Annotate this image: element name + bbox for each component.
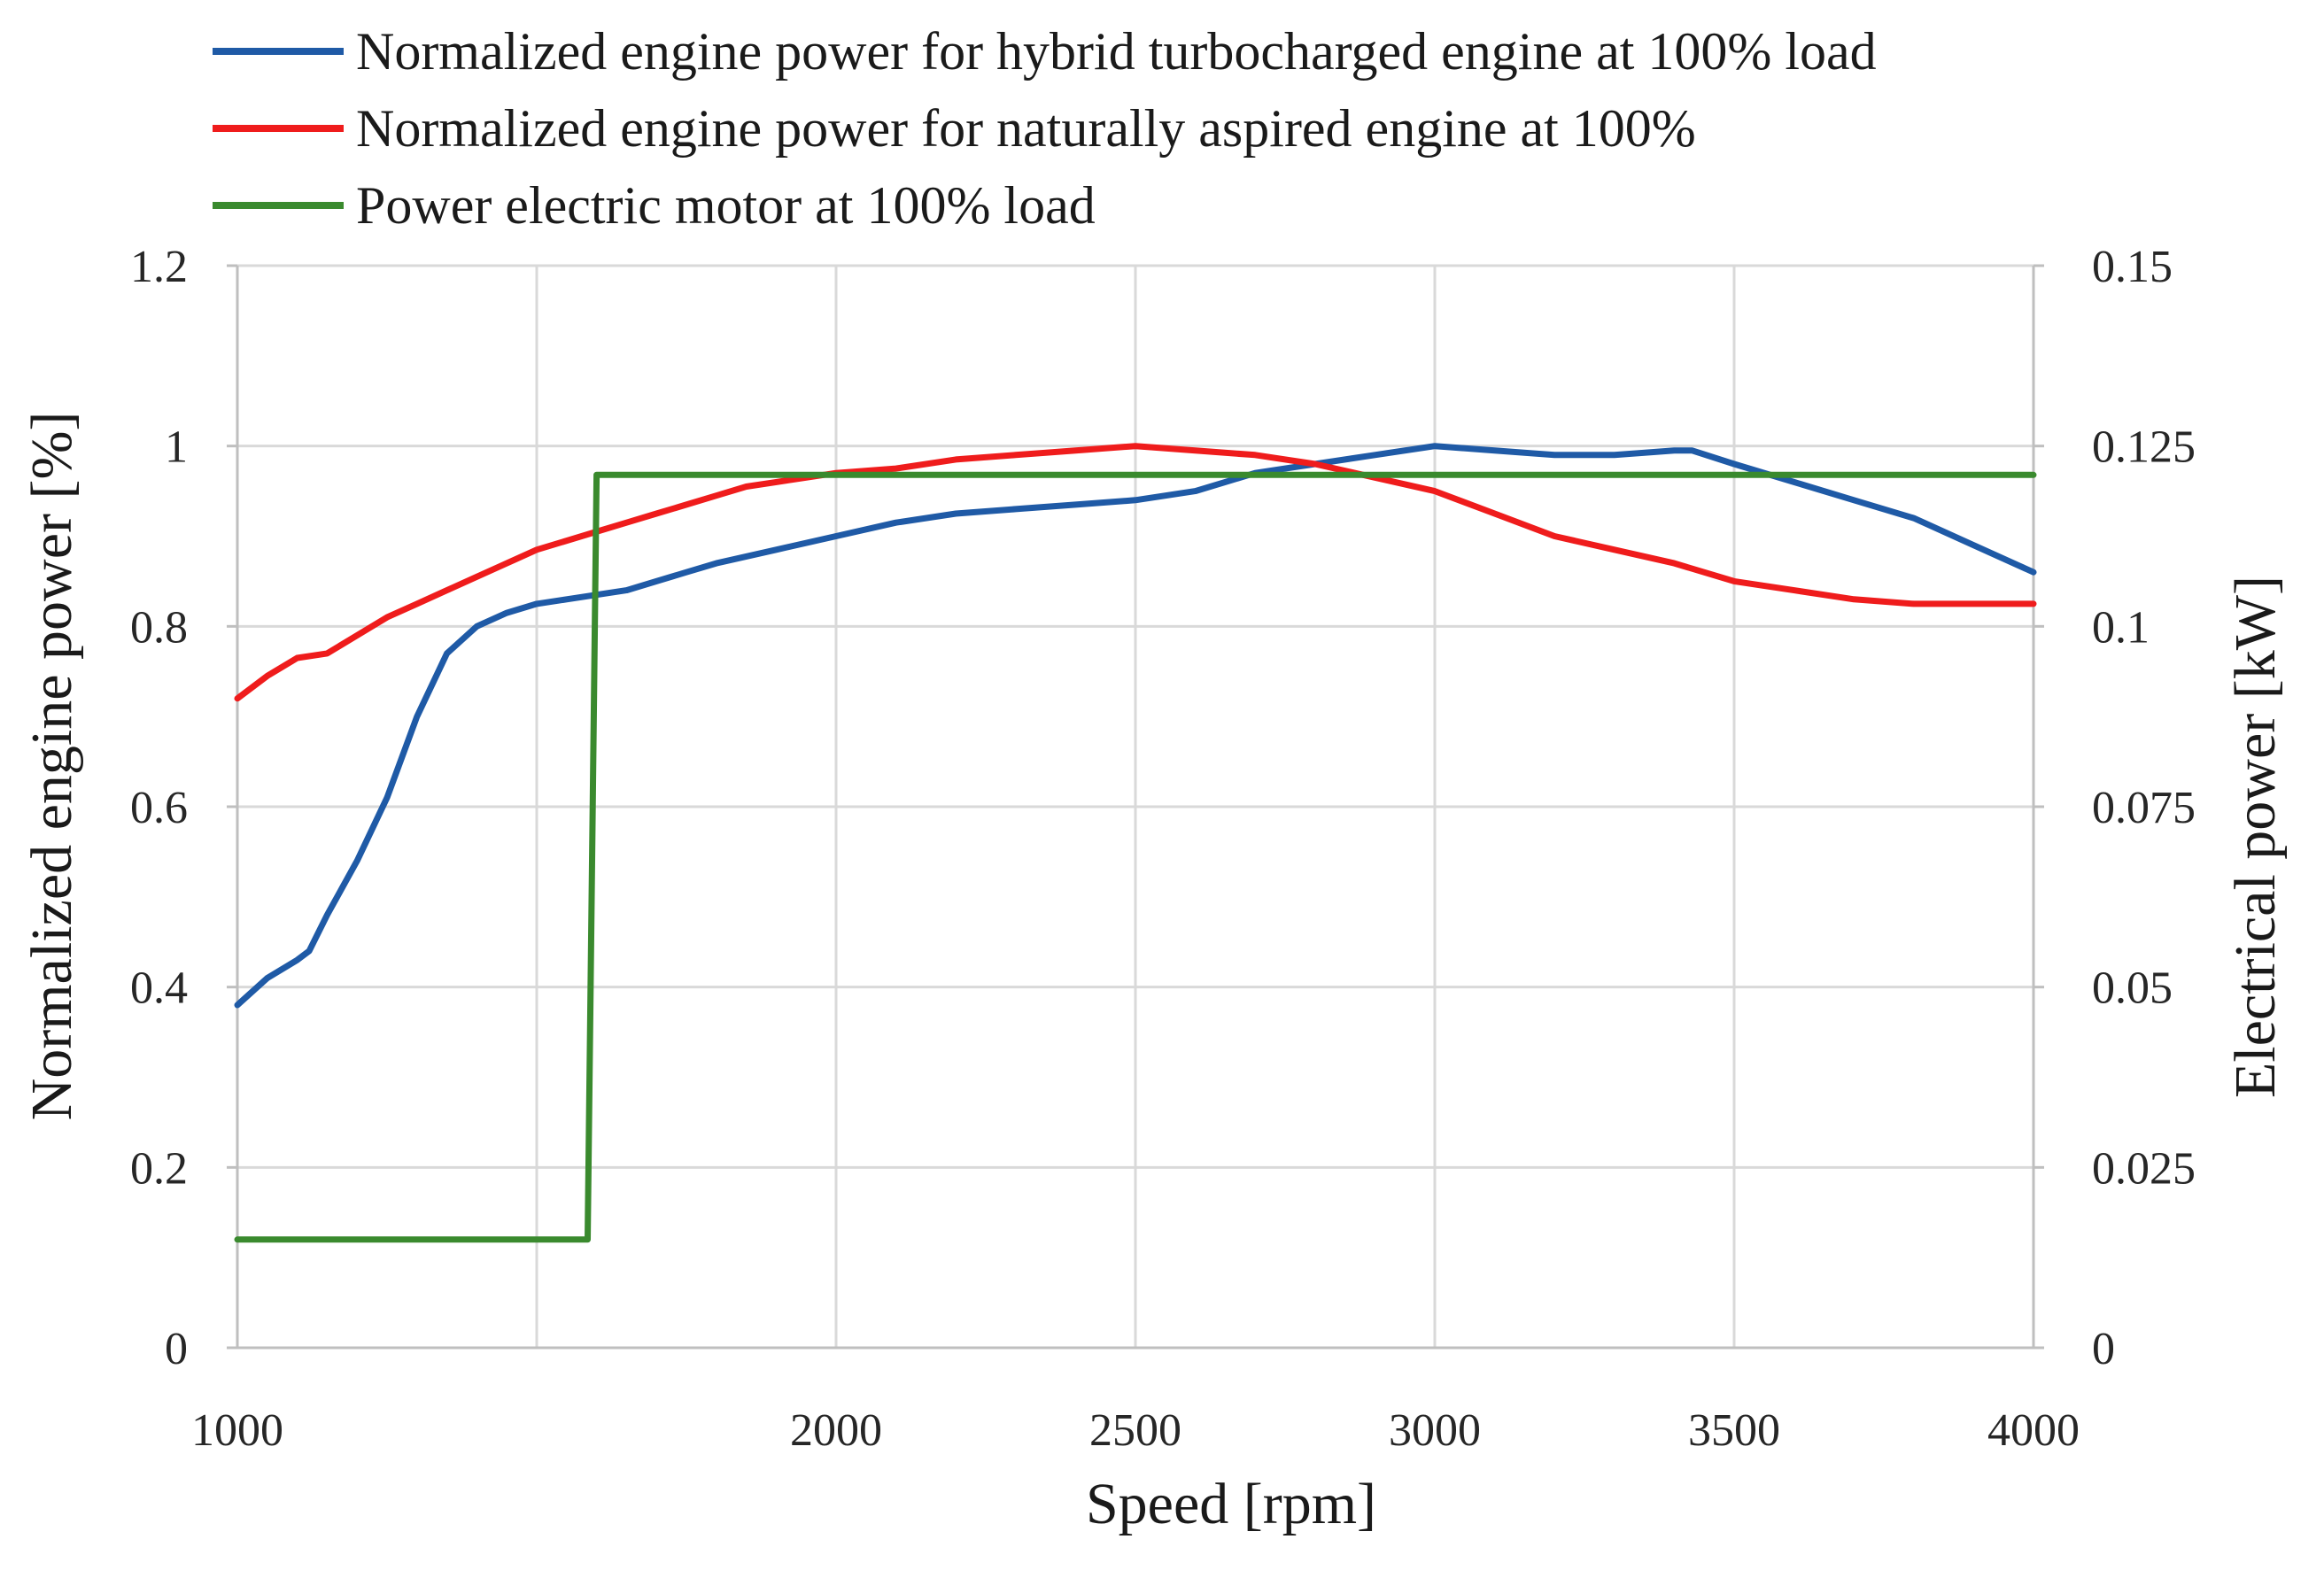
y2-tick-label: 0.025: [2092, 1143, 2196, 1194]
y-tick-label: 1: [165, 422, 188, 473]
y-tick-label: 0.2: [130, 1143, 188, 1194]
series-layer: [234, 443, 2037, 1243]
y2-tick-label: 0.075: [2092, 783, 2196, 833]
x-tick-label: 4000: [1987, 1405, 2080, 1456]
series-line-1: [234, 443, 2037, 1009]
legend-label: Normalized engine power for hybrid turbo…: [356, 22, 1877, 81]
y-tick-label: 0: [165, 1324, 188, 1374]
series-line-2: [234, 443, 2037, 702]
axes: [227, 264, 2044, 1350]
plot-area: [227, 264, 2044, 1350]
x-tick-label: 1000: [191, 1405, 283, 1456]
y-tick-label: 0.4: [130, 963, 188, 1014]
x-tick-label: 3000: [1389, 1405, 1481, 1456]
y2-tick-label: 0.15: [2092, 242, 2173, 292]
y2-tick-label: 0.125: [2092, 422, 2196, 473]
y-tick-label: 1.2: [130, 242, 188, 292]
grid: [236, 264, 2035, 1350]
legend-label: Power electric motor at 100% load: [356, 176, 1096, 235]
y2-axis-title: Electrical power [kW]: [2223, 576, 2288, 1098]
series-line-3: [234, 471, 2037, 1243]
y2-tick-label: 0.1: [2092, 602, 2150, 653]
x-tick-label: 2000: [790, 1405, 882, 1456]
y2-tick-label: 0.05: [2092, 963, 2173, 1014]
y2-tick-label: 0: [2092, 1324, 2115, 1374]
y-axis-title: Normalized engine power [%]: [19, 412, 84, 1121]
legend: Normalized engine power for hybrid turbo…: [213, 22, 1877, 235]
y-tick-label: 0.8: [130, 602, 188, 653]
x-tick-label: 3500: [1688, 1405, 1780, 1456]
ticks: 0 0.2 0.4 0.6 0.8 1 1.2 0 0.025 0.05 0.075 0.1 0.125…: [130, 242, 2196, 1456]
x-tick-label: 2500: [1089, 1405, 1181, 1456]
legend-label: Normalized engine power for naturally as…: [356, 99, 1696, 158]
y-tick-label: 0.6: [130, 783, 188, 833]
x-axis-title: Speed [rpm]: [1086, 1472, 1376, 1536]
